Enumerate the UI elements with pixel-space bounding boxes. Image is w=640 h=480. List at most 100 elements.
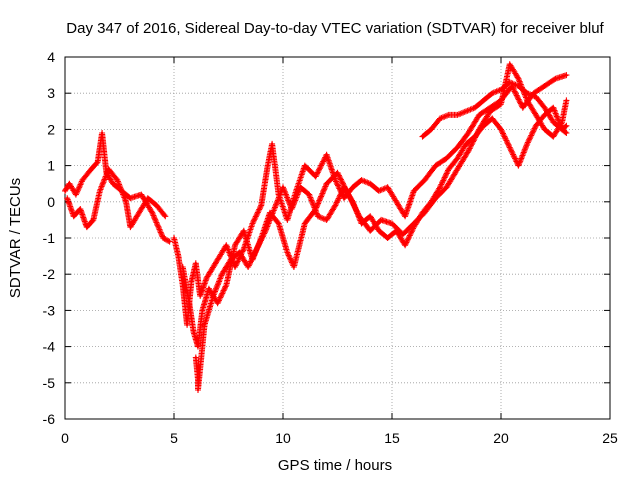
data-point [543, 113, 546, 117]
y-tick-label: 4 [47, 49, 55, 65]
data-point [456, 157, 459, 160]
y-tick-label: 2 [47, 121, 55, 137]
data-point [456, 113, 459, 117]
data-point [423, 178, 426, 182]
data-point [203, 323, 206, 327]
data-point [129, 225, 132, 229]
data-point [534, 113, 538, 117]
data-point [233, 265, 237, 269]
data-point [225, 283, 228, 287]
data-point [286, 218, 289, 222]
data-point [325, 153, 328, 156]
data-point [517, 84, 520, 88]
data-point [85, 225, 89, 229]
chart-title: Day 347 of 2016, Sidereal Day-to-day VTE… [66, 20, 604, 37]
data-point [447, 168, 450, 171]
data-point [286, 251, 289, 254]
data-point [201, 309, 204, 312]
x-tick-label: 15 [384, 430, 400, 446]
data-point [146, 196, 150, 200]
data-point [107, 168, 110, 171]
data-point [129, 196, 132, 200]
data-point [499, 88, 503, 91]
data-point [172, 236, 176, 240]
data-point [377, 189, 381, 193]
data-point [116, 178, 119, 182]
data-point [421, 135, 424, 138]
data-point [351, 186, 354, 189]
data-point [238, 251, 241, 254]
data-point [360, 178, 363, 182]
x-axis-label: GPS time / hours [278, 457, 392, 474]
data-point [342, 186, 346, 189]
data-point [565, 73, 568, 77]
data-point [560, 128, 564, 131]
series-markers [171, 72, 570, 328]
data-point [303, 222, 306, 225]
data-point [63, 189, 67, 193]
data-point [266, 164, 269, 167]
data-point [482, 124, 485, 127]
data-point [421, 211, 424, 214]
data-point [464, 110, 468, 113]
data-point [336, 171, 339, 175]
y-tick-label: 1 [47, 158, 55, 174]
data-point [508, 146, 511, 149]
y-tick-label: 0 [47, 194, 55, 210]
data-point [124, 200, 128, 203]
data-point [194, 356, 197, 359]
data-point [552, 120, 555, 124]
data-point [188, 301, 191, 305]
data-point [369, 182, 372, 185]
data-point [196, 345, 200, 348]
data-point [543, 106, 546, 109]
data-point [438, 186, 442, 189]
y-tick-label: -4 [43, 339, 56, 355]
series-track-2 [64, 166, 169, 231]
data-point [264, 229, 267, 232]
data-point [181, 265, 184, 269]
data-point [517, 164, 520, 167]
data-point [565, 131, 568, 135]
data-point [220, 273, 224, 276]
data-point [434, 164, 437, 167]
data-point [499, 102, 503, 106]
data-point [74, 193, 78, 196]
data-point [478, 113, 481, 117]
data-point [369, 229, 372, 232]
data-point [207, 287, 211, 290]
data-point [212, 294, 215, 298]
x-tick-label: 25 [602, 430, 618, 446]
data-point [225, 244, 228, 247]
data-point [369, 215, 372, 218]
data-point [242, 229, 245, 232]
data-point [246, 265, 250, 269]
data-point [334, 178, 337, 182]
data-point [151, 211, 154, 214]
data-point [185, 323, 189, 327]
data-point [68, 182, 71, 185]
data-point [395, 229, 398, 232]
data-point [447, 113, 450, 117]
data-point [72, 215, 75, 218]
x-tick-labels: 0 5 10 15 20 25 [61, 430, 618, 446]
data-point [196, 377, 200, 381]
x-tick-label: 20 [493, 430, 509, 446]
data-point [377, 229, 381, 232]
data-point [140, 193, 143, 196]
data-point [467, 131, 470, 135]
x-tick-label: 0 [61, 430, 69, 446]
data-point [164, 215, 167, 218]
data-point [482, 99, 485, 102]
data-point [491, 117, 494, 120]
data-point [430, 200, 433, 203]
data-point [216, 301, 219, 305]
data-point [177, 254, 180, 258]
data-point [534, 124, 538, 127]
data-point [100, 131, 104, 135]
data-point [521, 106, 524, 109]
data-point [81, 178, 84, 182]
data-point [430, 128, 433, 131]
data-point [334, 204, 337, 207]
